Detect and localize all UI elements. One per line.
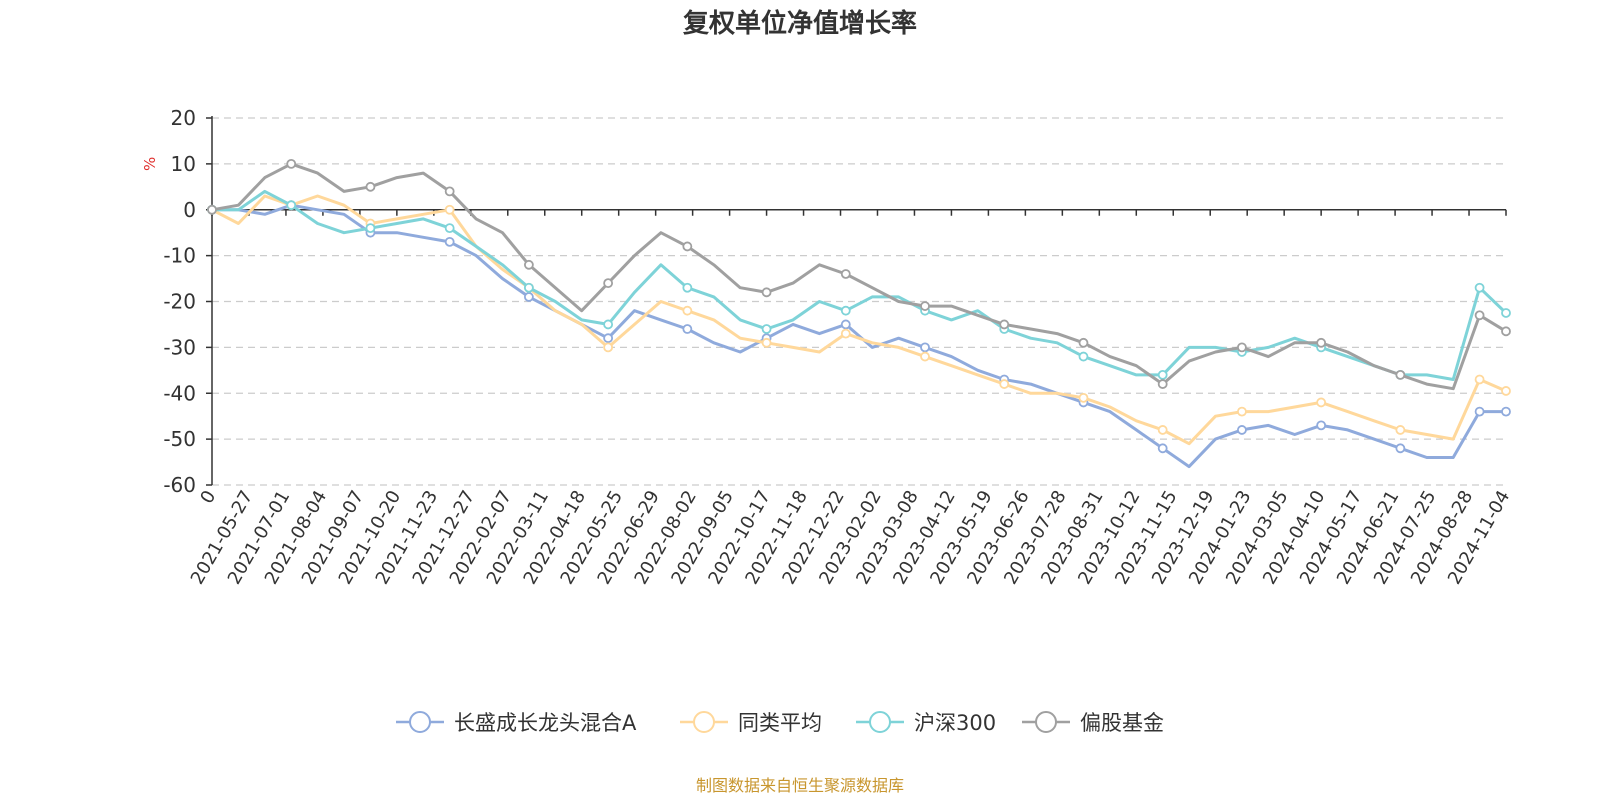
- legend-marker: [1035, 711, 1057, 733]
- series-point: [1316, 337, 1327, 348]
- series-point: [1316, 397, 1327, 408]
- series-point: [1474, 406, 1485, 417]
- series-point: [286, 200, 297, 211]
- series-point: [603, 278, 614, 289]
- series-point: [682, 282, 693, 293]
- legend-marker: [869, 711, 891, 733]
- series-point: [761, 337, 772, 348]
- series-point: [1474, 310, 1485, 321]
- series-point: [761, 287, 772, 298]
- series-point: [840, 319, 851, 330]
- x-tick-label: 0: [196, 487, 220, 507]
- legend-label: 沪深300: [914, 711, 996, 735]
- y-tick-label: 0: [183, 198, 196, 222]
- legend-label: 同类平均: [738, 711, 822, 735]
- y-tick-label: -50: [163, 427, 196, 451]
- series-line: [212, 189, 1508, 381]
- series-point: [523, 259, 534, 270]
- series-point: [286, 158, 297, 169]
- series-point: [1237, 342, 1247, 353]
- series-point: [603, 342, 614, 353]
- y-tick-label: 10: [171, 152, 196, 176]
- series-point: [1078, 392, 1089, 403]
- legend-label: 长盛成长龙头混合A: [454, 711, 637, 735]
- series-point: [840, 328, 851, 339]
- series-point: [603, 333, 614, 344]
- chart-title: 复权单位净值增长率: [683, 8, 917, 39]
- series-point: [1501, 308, 1511, 318]
- series-line: [211, 162, 1507, 391]
- series-point: [682, 324, 693, 334]
- y-tick-label: -10: [163, 244, 196, 268]
- y-axis-unit: %: [141, 157, 159, 171]
- series-point: [444, 186, 455, 197]
- series-point: [920, 301, 930, 311]
- series-point: [444, 204, 455, 215]
- y-tick-label: -30: [163, 335, 196, 359]
- series-point: [1316, 420, 1327, 431]
- series-point: [682, 241, 693, 252]
- series-point: [1157, 425, 1168, 435]
- series-point: [365, 223, 376, 234]
- series-line: [212, 203, 1506, 469]
- y-tick-label: 20: [171, 106, 196, 130]
- series-lines: [207, 158, 1511, 469]
- series-point: [761, 324, 772, 334]
- series-point: [1395, 369, 1406, 380]
- legend: 长盛成长龙头混合A 同类平均 沪深300 偏股基金: [396, 711, 1164, 735]
- series-point: [1501, 406, 1511, 417]
- series-point: [365, 181, 376, 192]
- series-point: [1157, 369, 1168, 380]
- series-point: [999, 379, 1010, 389]
- series-point: [523, 282, 534, 293]
- series-point: [920, 351, 930, 362]
- series-point: [444, 236, 455, 247]
- series-point: [523, 292, 534, 302]
- series-point: [1078, 337, 1089, 348]
- series-point: [1078, 351, 1089, 362]
- x-axis: 02021-05-272021-07-012021-08-042021-09-0…: [187, 209, 1514, 588]
- series-point: [603, 319, 614, 330]
- series-point: [1474, 282, 1485, 293]
- y-tick-label: -60: [163, 473, 196, 497]
- series-point: [920, 342, 930, 353]
- legend-marker: [409, 711, 431, 733]
- series-point: [1474, 374, 1485, 385]
- series-point: [682, 305, 693, 316]
- series-point: [840, 269, 851, 279]
- series-point: [1395, 425, 1406, 435]
- series-point: [840, 305, 851, 316]
- y-axis: 20 10 0 -10 -20 -30 -40 -50 -60: [163, 106, 213, 497]
- series-point: [1501, 326, 1511, 337]
- series-point: [1395, 443, 1406, 454]
- series-point: [1237, 406, 1247, 417]
- series-point: [1237, 425, 1247, 435]
- series-point: [207, 204, 217, 215]
- y-tick-label: -20: [163, 290, 196, 314]
- series-point: [999, 319, 1010, 330]
- series-point: [1501, 386, 1511, 396]
- data-source-note: 制图数据来自恒生聚源数据库: [696, 776, 904, 795]
- legend-marker: [693, 711, 715, 733]
- series-point: [444, 223, 455, 234]
- series-line: [211, 194, 1507, 446]
- y-tick-label: -40: [163, 381, 196, 405]
- series-point: [1157, 379, 1168, 389]
- legend-label: 偏股基金: [1080, 711, 1164, 735]
- series-point: [1157, 443, 1168, 454]
